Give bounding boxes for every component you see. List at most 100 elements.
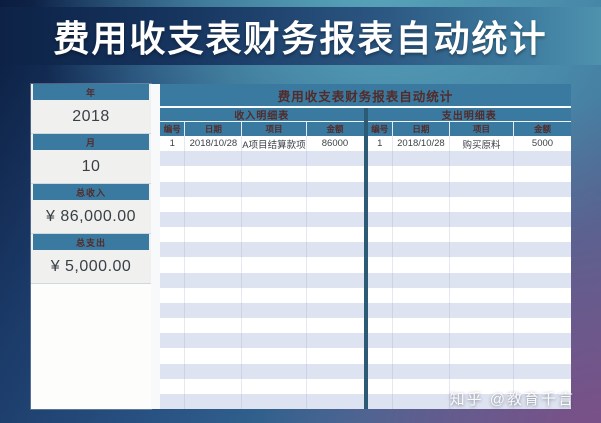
empty-cell[interactable] bbox=[368, 211, 393, 228]
empty-cell[interactable] bbox=[160, 272, 186, 288]
empty-cell[interactable] bbox=[514, 364, 571, 379]
empty-cell[interactable] bbox=[514, 182, 571, 197]
empty-cell[interactable] bbox=[450, 257, 514, 273]
empty-cell[interactable] bbox=[450, 227, 514, 243]
empty-cell[interactable] bbox=[368, 302, 393, 319]
month-value-cell[interactable]: 10 bbox=[31, 150, 151, 184]
empty-cell[interactable] bbox=[450, 181, 514, 197]
empty-cell[interactable] bbox=[307, 273, 364, 288]
empty-cell[interactable] bbox=[160, 333, 186, 349]
total-expense-value-cell[interactable]: ¥ 5,000.00 bbox=[31, 250, 151, 284]
expense-cell-number[interactable]: 1 bbox=[368, 136, 393, 152]
empty-cell[interactable] bbox=[368, 166, 393, 182]
empty-cell[interactable] bbox=[242, 272, 307, 288]
empty-cell[interactable] bbox=[242, 378, 307, 394]
empty-cell[interactable] bbox=[450, 287, 514, 303]
empty-cell[interactable] bbox=[393, 242, 450, 258]
empty-cell[interactable] bbox=[368, 363, 393, 379]
empty-cell[interactable] bbox=[242, 227, 307, 243]
empty-cell[interactable] bbox=[450, 318, 514, 334]
empty-cell[interactable] bbox=[307, 348, 364, 363]
empty-cell[interactable] bbox=[393, 302, 450, 319]
empty-cell[interactable] bbox=[393, 257, 450, 273]
empty-cell[interactable] bbox=[185, 348, 243, 364]
empty-cell[interactable] bbox=[514, 166, 571, 181]
empty-cell[interactable] bbox=[160, 196, 186, 212]
expense-cell-item[interactable]: 购买原料 bbox=[450, 136, 514, 152]
empty-cell[interactable] bbox=[307, 394, 364, 409]
empty-cell[interactable] bbox=[307, 288, 364, 303]
empty-cell[interactable] bbox=[393, 181, 450, 197]
empty-cell[interactable] bbox=[450, 242, 514, 258]
year-value-cell[interactable]: 2018 bbox=[31, 100, 151, 134]
empty-cell[interactable] bbox=[393, 166, 450, 182]
empty-cell[interactable] bbox=[242, 166, 307, 182]
empty-cell[interactable] bbox=[368, 196, 393, 212]
empty-cell[interactable] bbox=[368, 227, 393, 243]
empty-cell[interactable] bbox=[185, 363, 243, 379]
empty-cell[interactable] bbox=[514, 151, 571, 166]
empty-cell[interactable] bbox=[368, 181, 393, 197]
empty-cell[interactable] bbox=[393, 348, 450, 364]
empty-cell[interactable] bbox=[242, 151, 307, 167]
empty-cell[interactable] bbox=[393, 227, 450, 243]
empty-cell[interactable] bbox=[450, 333, 514, 349]
expense-cell-date[interactable]: 2018/10/28 bbox=[393, 136, 450, 152]
empty-cell[interactable] bbox=[368, 318, 393, 334]
empty-cell[interactable] bbox=[185, 196, 243, 212]
empty-cell[interactable] bbox=[368, 378, 393, 394]
empty-cell[interactable] bbox=[514, 273, 571, 288]
empty-cell[interactable] bbox=[393, 363, 450, 379]
empty-cell[interactable] bbox=[160, 302, 186, 319]
empty-cell[interactable] bbox=[393, 287, 450, 303]
empty-cell[interactable] bbox=[393, 333, 450, 349]
empty-cell[interactable] bbox=[514, 288, 571, 303]
empty-cell[interactable] bbox=[242, 211, 307, 228]
empty-cell[interactable] bbox=[185, 227, 243, 243]
empty-cell[interactable] bbox=[307, 364, 364, 379]
empty-cell[interactable] bbox=[307, 227, 364, 242]
empty-cell[interactable] bbox=[514, 303, 571, 318]
empty-cell[interactable] bbox=[307, 257, 364, 272]
empty-cell[interactable] bbox=[185, 211, 243, 228]
empty-cell[interactable] bbox=[393, 378, 450, 394]
empty-cell[interactable] bbox=[393, 211, 450, 228]
income-cell-item[interactable]: A项目结算款项 bbox=[242, 136, 307, 152]
empty-cell[interactable] bbox=[185, 393, 243, 410]
empty-cell[interactable] bbox=[185, 242, 243, 258]
empty-cell[interactable] bbox=[368, 348, 393, 364]
empty-cell[interactable] bbox=[185, 166, 243, 182]
empty-cell[interactable] bbox=[185, 181, 243, 197]
empty-cell[interactable] bbox=[185, 151, 243, 167]
empty-cell[interactable] bbox=[307, 182, 364, 197]
empty-cell[interactable] bbox=[393, 393, 450, 410]
empty-cell[interactable] bbox=[185, 287, 243, 303]
empty-cell[interactable] bbox=[393, 151, 450, 167]
empty-cell[interactable] bbox=[160, 393, 186, 410]
empty-cell[interactable] bbox=[450, 151, 514, 167]
empty-cell[interactable] bbox=[242, 393, 307, 410]
empty-cell[interactable] bbox=[242, 348, 307, 364]
empty-cell[interactable] bbox=[242, 196, 307, 212]
empty-cell[interactable] bbox=[450, 363, 514, 379]
empty-cell[interactable] bbox=[450, 348, 514, 364]
total-income-value-cell[interactable]: ¥ 86,000.00 bbox=[31, 200, 151, 234]
empty-cell[interactable] bbox=[242, 257, 307, 273]
empty-cell[interactable] bbox=[160, 257, 186, 273]
empty-cell[interactable] bbox=[450, 211, 514, 228]
empty-cell[interactable] bbox=[185, 257, 243, 273]
empty-cell[interactable] bbox=[160, 166, 186, 182]
empty-cell[interactable] bbox=[514, 257, 571, 272]
empty-cell[interactable] bbox=[368, 242, 393, 258]
empty-cell[interactable] bbox=[185, 333, 243, 349]
income-cell-number[interactable]: 1 bbox=[160, 136, 186, 152]
empty-cell[interactable] bbox=[160, 363, 186, 379]
empty-cell[interactable] bbox=[450, 166, 514, 182]
empty-cell[interactable] bbox=[368, 287, 393, 303]
expense-cell-amount[interactable]: 5000 bbox=[531, 138, 554, 150]
empty-cell[interactable] bbox=[185, 302, 243, 319]
empty-cell[interactable] bbox=[368, 393, 393, 410]
empty-cell[interactable] bbox=[185, 378, 243, 394]
empty-cell[interactable] bbox=[307, 303, 364, 318]
empty-cell[interactable] bbox=[514, 197, 571, 212]
